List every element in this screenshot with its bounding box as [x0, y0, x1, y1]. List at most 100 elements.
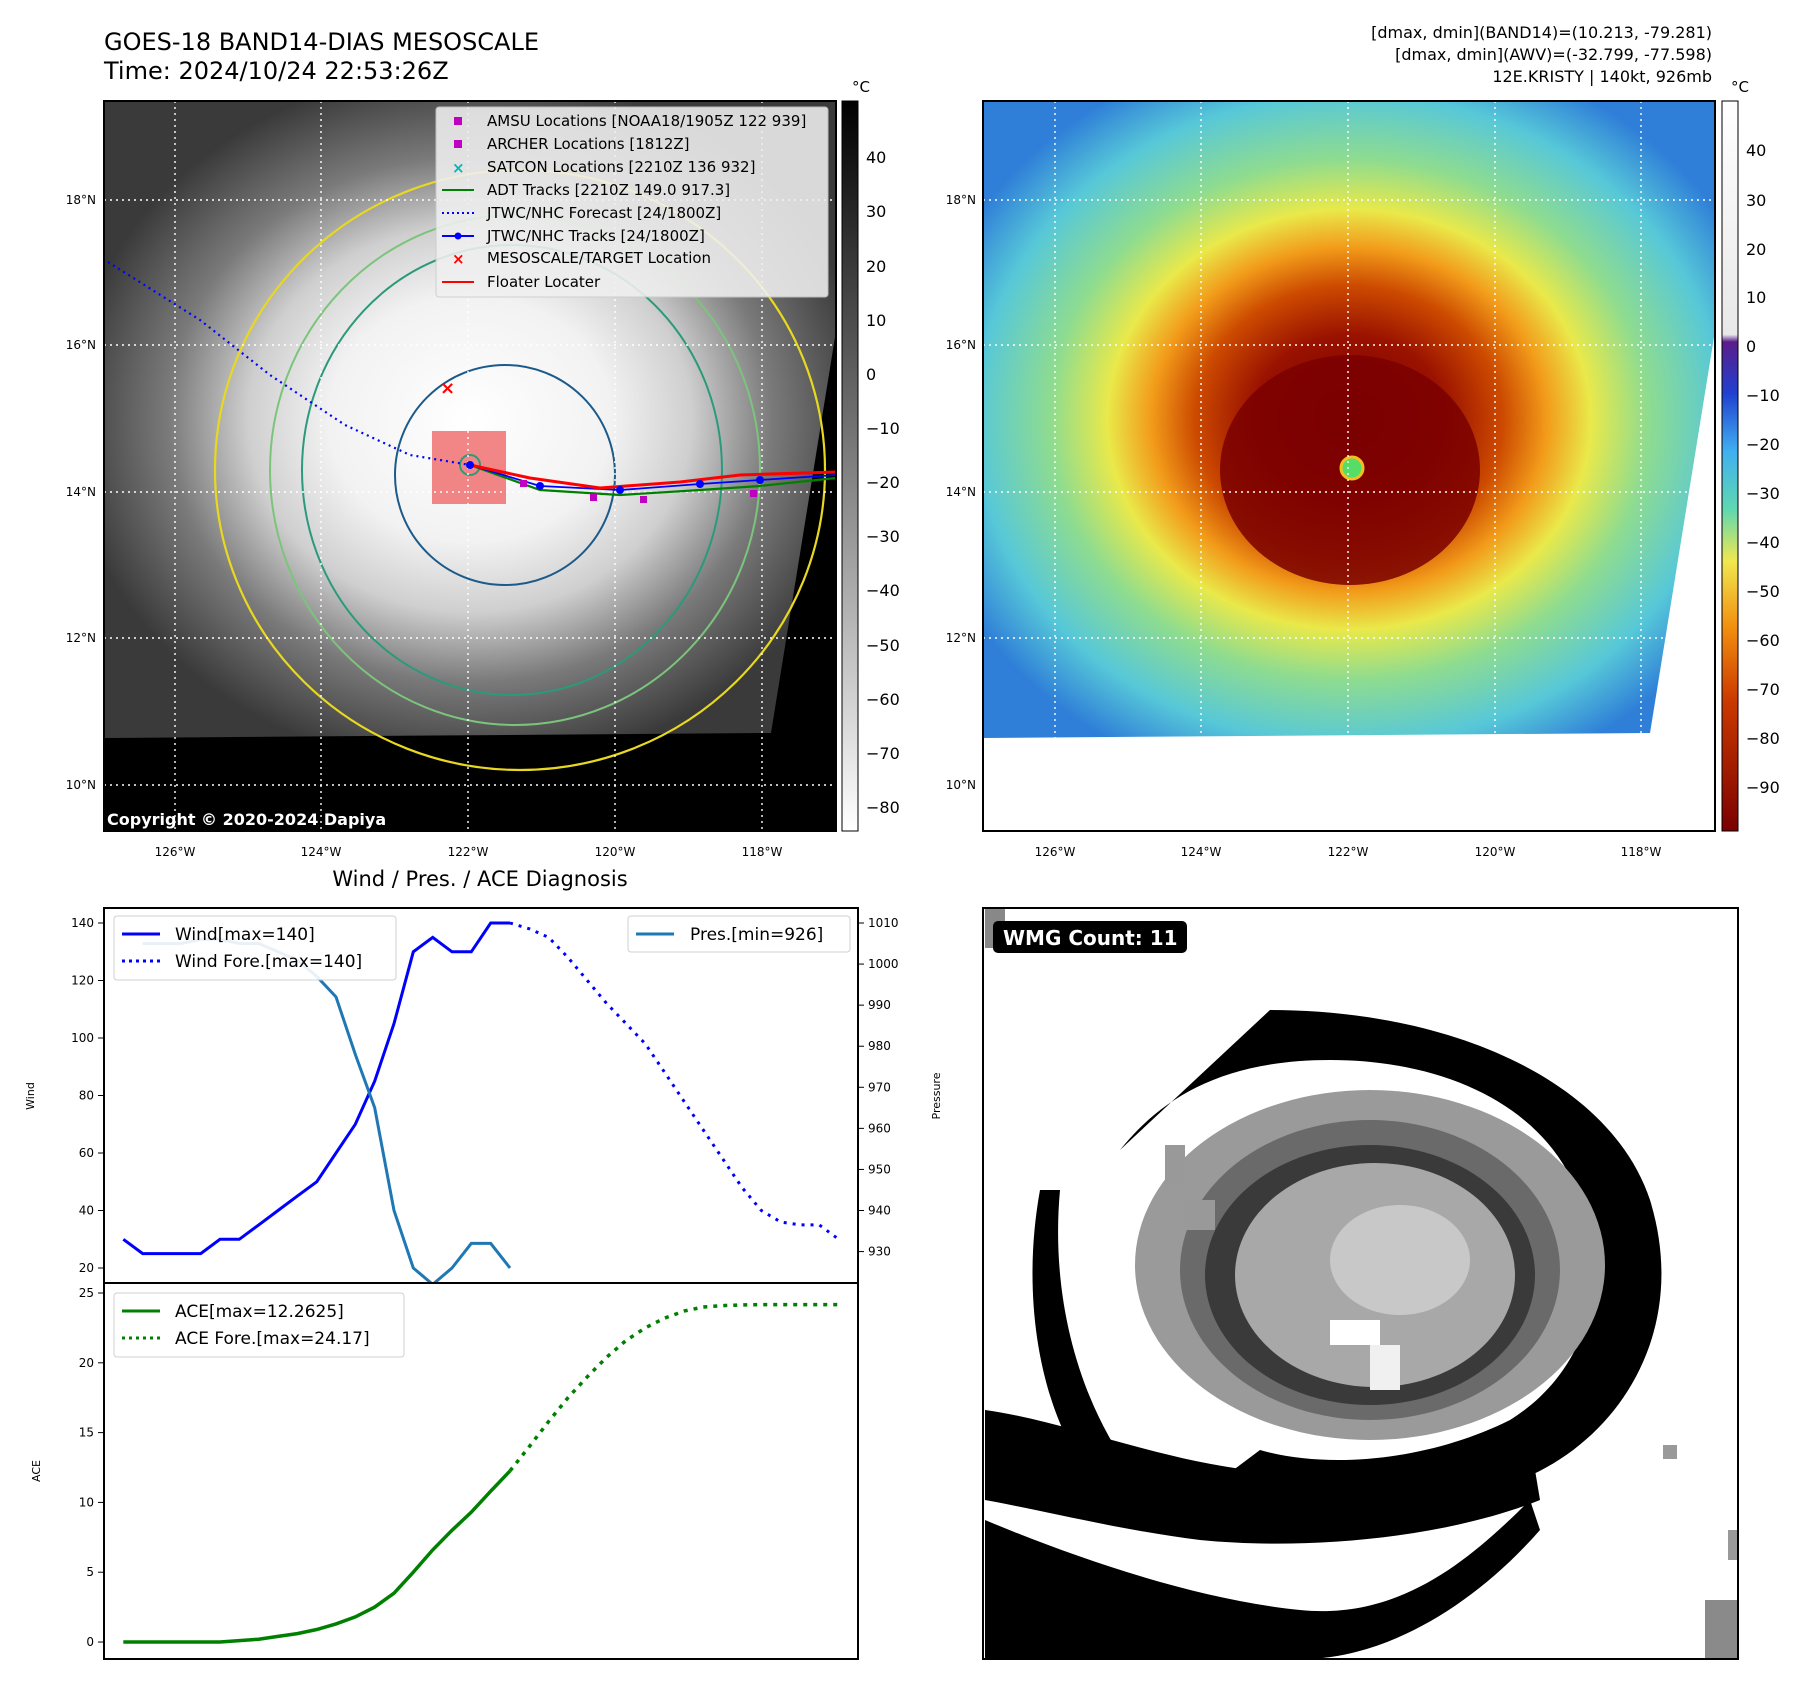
svg-text:30: 30	[866, 202, 886, 221]
pressure-tick-label: 990	[868, 998, 891, 1012]
svg-text:−50: −50	[866, 636, 900, 655]
svg-text:12°N: 12°N	[66, 631, 96, 645]
svg-text:−80: −80	[1746, 729, 1780, 748]
ace-ylabel: ACE	[30, 1460, 43, 1482]
svg-text:40: 40	[1746, 141, 1766, 160]
legend-floater: Floater Locater	[487, 273, 601, 291]
svg-text:−70: −70	[866, 744, 900, 763]
wind-left-tick-label: 40	[79, 1204, 94, 1218]
left-map-panel: × AMSU Locations [NOAA18/1905Z 122 939] …	[66, 100, 837, 859]
legend-archer-marker	[454, 140, 462, 148]
legend-satcon-marker: ×	[452, 159, 465, 177]
legend-pres: Pres.[min=926]	[690, 925, 823, 945]
wmg-count-label: WMG Count: 11	[1003, 926, 1178, 950]
legend-adt: ADT Tracks [2210Z 149.0 917.3]	[487, 181, 730, 199]
right-colorbar-ticks: 40 30 20 10 0 −10 −20 −30 −40 −50 −60 −7…	[1746, 141, 1780, 797]
legend-archer: ARCHER Locations [1812Z]	[487, 135, 690, 153]
right-colorbar-unit: °C	[1731, 78, 1749, 96]
pressure-tick-label: 940	[868, 1204, 891, 1218]
storm-info: 12E.KRISTY | 140kt, 926mb	[1492, 67, 1712, 86]
ace-ticks: 25 20 15 10 5 0	[79, 1286, 104, 1649]
left-colorbar-ticks: 40 30 20 10 0 −10 −20 −30 −40 −50 −60 −7…	[866, 148, 900, 817]
wind-left-tick-label: 100	[71, 1031, 94, 1045]
svg-text:40: 40	[866, 148, 886, 167]
svg-text:10°N: 10°N	[946, 778, 976, 792]
legend-mesoscale: MESOSCALE/TARGET Location	[487, 249, 711, 267]
svg-text:16°N: 16°N	[946, 338, 976, 352]
svg-text:−40: −40	[1746, 533, 1780, 552]
jtwc-forecast-line	[107, 261, 471, 467]
wmg-panel-frame	[982, 907, 1739, 1660]
svg-text:−30: −30	[866, 527, 900, 546]
ace-tick-label: 5	[86, 1565, 94, 1579]
svg-text:12°N: 12°N	[946, 631, 976, 645]
svg-text:−20: −20	[1746, 435, 1780, 454]
wind-left-tick-label: 120	[71, 974, 94, 988]
svg-text:16°N: 16°N	[66, 338, 96, 352]
svg-text:118°W: 118°W	[1621, 845, 1662, 859]
ace-tick-label: 0	[86, 1635, 94, 1649]
wind-left-tick-label: 20	[79, 1261, 94, 1275]
pressure-tick-label: 1000	[868, 957, 899, 971]
svg-text:124°W: 124°W	[301, 845, 342, 859]
legend-wind: Wind[max=140]	[175, 925, 315, 945]
wmg-stray-pixel	[1728, 1530, 1738, 1560]
wmg-bottom-band	[985, 1500, 1540, 1660]
pressure-tick-label: 960	[868, 1121, 891, 1135]
pressure-ylabel: Pressure	[930, 1072, 943, 1119]
svg-text:126°W: 126°W	[1035, 845, 1076, 859]
svg-text:120°W: 120°W	[1475, 845, 1516, 859]
left-map-lat-ticks: 18°N 16°N 14°N 12°N 10°N	[66, 193, 96, 792]
wind-left-tick-label: 140	[71, 916, 94, 930]
wmg-stray-pixel	[1663, 1445, 1677, 1459]
pressure-tick-label: 930	[868, 1245, 891, 1259]
wind-panel: 140 120 100 80 60 40 20 1010 1000 990 980 970 960 95…	[24, 907, 943, 1287]
wmg-eye-white	[1370, 1345, 1400, 1390]
svg-text:118°W: 118°W	[742, 845, 783, 859]
right-map-frame	[982, 100, 1716, 832]
legend-amsu: AMSU Locations [NOAA18/1905Z 122 939]	[487, 112, 806, 130]
legend-forecast: JTWC/NHC Forecast [24/1800Z]	[486, 204, 721, 222]
pressure-tick-label: 970	[868, 1080, 891, 1094]
pressure-tick-label: 980	[868, 1039, 891, 1053]
ace-tick-label: 10	[79, 1495, 94, 1509]
svg-text:10: 10	[1746, 288, 1766, 307]
wmg-stray-pixel	[1185, 1200, 1215, 1230]
svg-text:20: 20	[1746, 240, 1766, 259]
wmg-stray-pixel	[1705, 1600, 1738, 1659]
wmg-stray-pixel	[1165, 1145, 1185, 1185]
svg-text:−60: −60	[866, 690, 900, 709]
svg-text:122°W: 122°W	[448, 845, 489, 859]
svg-text:−40: −40	[866, 581, 900, 600]
svg-text:−70: −70	[1746, 680, 1780, 699]
svg-text:14°N: 14°N	[66, 485, 96, 499]
copyright-text: Copyright © 2020-2024 Dapiya	[107, 810, 386, 829]
left-map-legend: AMSU Locations [NOAA18/1905Z 122 939] AR…	[435, 106, 829, 298]
svg-text:−60: −60	[1746, 631, 1780, 650]
ace-tick-label: 15	[79, 1426, 94, 1440]
svg-text:18°N: 18°N	[946, 193, 976, 207]
legend-wind-fore: Wind Fore.[max=140]	[175, 952, 362, 972]
svg-text:−30: −30	[1746, 484, 1780, 503]
svg-text:120°W: 120°W	[595, 845, 636, 859]
adt-track-line	[469, 463, 837, 497]
svg-text:−50: −50	[1746, 582, 1780, 601]
stats-awv: [dmax, dmin](AWV)=(-32.799, -77.598)	[1395, 45, 1712, 64]
svg-text:−20: −20	[866, 473, 900, 492]
right-map-eye	[1339, 455, 1365, 481]
jtwc-track-line	[469, 464, 837, 491]
pressure-legend: Pres.[min=926]	[627, 915, 851, 953]
wind-legend: Wind[max=140] Wind Fore.[max=140]	[113, 915, 397, 981]
legend-ace: ACE[max=12.2625]	[175, 1302, 344, 1322]
svg-text:126°W: 126°W	[155, 845, 196, 859]
svg-text:10: 10	[866, 311, 886, 330]
right-map-gridlines	[983, 101, 1715, 831]
wind-left-ticks: 140 120 100 80 60 40 20	[71, 916, 104, 1275]
left-map-frame	[103, 100, 837, 832]
left-map-lon-ticks: 126°W 124°W 122°W 120°W 118°W	[155, 845, 783, 859]
wmg-eye-white	[1330, 1320, 1380, 1345]
wmg-count-badge	[993, 921, 1187, 953]
figure-time: Time: 2024/10/24 22:53:26Z	[103, 57, 449, 85]
svg-text:0: 0	[1746, 337, 1756, 356]
